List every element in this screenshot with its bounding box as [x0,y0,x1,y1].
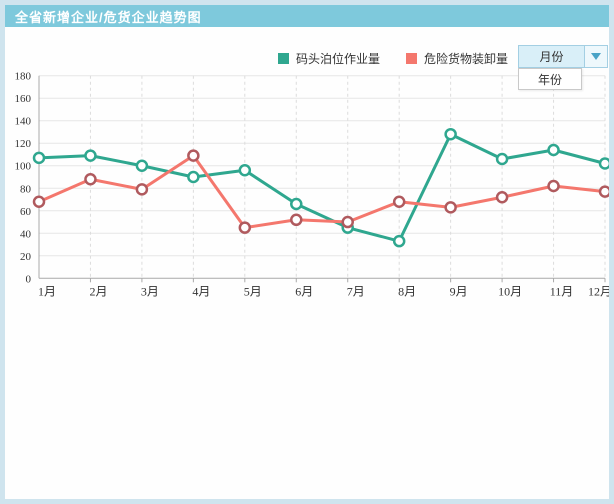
x-axis-tick-label: 5月 [244,284,262,298]
y-axis-tick-label: 100 [15,161,32,173]
y-axis-tick-label: 40 [20,228,32,240]
data-point[interactable] [187,170,200,184]
data-point[interactable] [598,157,609,170]
chevron-down-icon[interactable] [584,46,607,67]
title-bar: 全省新增企业/危货企业趋势图 [5,5,609,27]
legend-label: 码头泊位作业量 [296,52,381,66]
data-point[interactable] [135,183,149,196]
x-axis-tick-label: 3月 [141,284,159,298]
page-title: 全省新增企业/危货企业趋势图 [15,9,202,25]
data-point[interactable] [392,234,406,248]
period-selected-label: 月份 [539,50,564,64]
period-dropdown-selected[interactable]: 月份 [518,45,608,68]
x-axis-tick-label: 8月 [398,284,416,298]
data-point[interactable] [392,195,406,209]
y-axis-tick-label: 20 [20,251,32,263]
data-point[interactable] [495,191,509,204]
triangle-icon [591,53,601,60]
data-point[interactable] [598,185,609,198]
x-axis-tick-label: 12月 [588,284,609,298]
trend-line-chart: 0 20 40 60 80 100 120 140 160 180 1月 2月 3月 4月 5月 6月 7月 8月… [15,71,609,298]
data-point[interactable] [547,143,560,157]
data-point[interactable] [84,173,97,186]
data-point[interactable] [547,179,560,193]
data-point[interactable] [32,195,46,209]
data-point[interactable] [290,213,303,227]
x-axis-tick-label: 1月 [38,284,56,298]
y-axis-tick-label: 0 [26,273,32,285]
data-point[interactable] [290,197,303,211]
x-axis-tick-label: 6月 [295,284,313,298]
data-point[interactable] [444,127,457,141]
data-point[interactable] [238,163,252,177]
y-axis-tick-label: 120 [15,138,32,150]
legend-item-berth-volume[interactable]: 码头泊位作业量 [278,50,380,67]
y-axis-tick-label: 80 [20,183,32,195]
period-option-year[interactable]: 年份 [518,68,582,90]
data-point[interactable] [444,201,457,214]
y-axis-tick-label: 140 [15,116,32,128]
data-point[interactable] [238,221,252,234]
y-axis-tick-label: 160 [15,93,32,105]
period-dropdown: 月份 年份 [518,45,608,90]
x-axis-tick-label: 10月 [498,284,522,298]
x-axis-tick-label: 4月 [192,284,210,298]
legend-item-dangerous-cargo[interactable]: 危险货物装卸量 [406,50,508,67]
y-axis-tick-label: 60 [20,206,32,218]
data-point[interactable] [187,149,200,162]
x-axis-tick-label: 7月 [347,284,365,298]
x-axis-tick-label: 11月 [550,284,574,298]
series-line-1 [37,154,607,230]
data-point[interactable] [135,159,149,172]
legend-swatch-icon [278,53,289,64]
data-point[interactable] [341,215,354,229]
data-point[interactable] [32,151,46,165]
x-axis-tick-label: 9月 [450,284,468,298]
legend-label: 危险货物装卸量 [424,52,509,66]
x-axis-tick-label: 2月 [89,284,107,298]
data-point[interactable] [495,152,509,166]
series-line-0 [37,132,607,243]
chart-legend: 码头泊位作业量 危险货物装卸量 [278,50,508,67]
y-axis-tick-label: 180 [15,71,32,83]
data-point[interactable] [84,149,97,162]
legend-swatch-icon [406,53,418,64]
